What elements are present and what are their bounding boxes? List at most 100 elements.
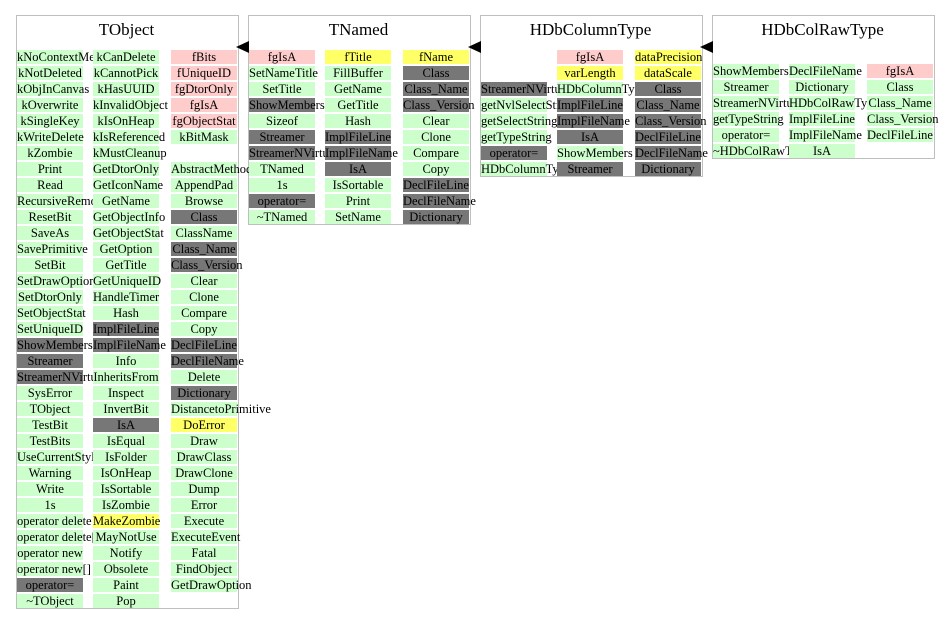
member-cell: IsSortable	[325, 178, 391, 192]
member-cell: Class	[403, 66, 469, 80]
member-cell: GetOption	[93, 242, 159, 256]
member-cell: fUniqueID	[171, 66, 237, 80]
member-cell: GetIconName	[93, 178, 164, 192]
member-cell: DeclFileName	[789, 64, 862, 78]
member-cell: Hash	[325, 114, 391, 128]
member-cell: DeclFileName	[171, 354, 244, 368]
member-cell: SetNameTitle	[249, 66, 318, 80]
member-cell: Dictionary	[635, 162, 701, 176]
member-cell: AppendPad	[171, 178, 237, 192]
member-cell: GetName	[93, 194, 159, 208]
member-cell: IsZombie	[93, 498, 159, 512]
member-cell: DeclFileLine	[403, 178, 469, 192]
member-cell: Compare	[171, 306, 237, 320]
member-cell: DeclFileLine	[867, 128, 933, 142]
member-cell: AbstractMethod	[171, 162, 253, 176]
member-cell: fBits	[171, 50, 237, 64]
inheritance-arrow-icon	[236, 41, 249, 53]
member-cell: operator new	[17, 546, 83, 560]
member-cell: Dictionary	[403, 210, 469, 224]
member-cell: getSelectString	[481, 114, 558, 128]
member-cell: SaveAs	[17, 226, 83, 240]
member-cell: Streamer	[557, 162, 623, 176]
member-cell: operator delete	[17, 514, 92, 528]
member-cell: ShowMembers	[17, 338, 93, 352]
member-cell: dataPrecision	[635, 50, 703, 64]
member-cell: Obsolete	[93, 562, 159, 576]
member-cell: operator=	[249, 194, 315, 208]
member-cell: Clear	[403, 114, 469, 128]
member-cell: StreamerNVirtual	[249, 146, 338, 160]
member-cell: kNoContextMenu	[17, 50, 108, 64]
member-cell: DeclFileName	[635, 146, 708, 160]
member-cell: kOverwrite	[17, 98, 83, 112]
member-cell: Copy	[403, 162, 469, 176]
member-cell: Class_Name	[635, 98, 701, 112]
member-cell: GetDrawOption	[171, 578, 252, 592]
member-cell: kIsReferenced	[93, 130, 166, 144]
member-cell: kIsOnHeap	[93, 114, 159, 128]
member-cell: operator=	[481, 146, 547, 160]
member-cell: SetDtorOnly	[17, 290, 83, 304]
member-cell: GetObjectInfo	[93, 210, 166, 224]
member-cell: InheritsFrom	[93, 370, 159, 384]
member-cell: UseCurrentStyle	[17, 450, 101, 464]
member-cell: ~TNamed	[249, 210, 315, 224]
member-cell: Pop	[93, 594, 159, 608]
member-cell: ResetBit	[17, 210, 83, 224]
member-cell: Streamer	[249, 130, 315, 144]
member-cell: operator=	[17, 578, 83, 592]
member-cell: Dictionary	[171, 386, 237, 400]
member-cell: SetBit	[17, 258, 83, 272]
member-cell: Browse	[171, 194, 237, 208]
member-cell: fgIsA	[171, 98, 237, 112]
member-cell: SetUniqueID	[17, 322, 83, 336]
member-cell: Class_Version	[403, 98, 475, 112]
member-cell: RecursiveRemove	[17, 194, 109, 208]
member-cell: TNamed	[249, 162, 315, 176]
member-cell: fTitle	[325, 50, 391, 64]
member-cell: SetName	[325, 210, 391, 224]
member-cell: SetObjectStat	[17, 306, 86, 320]
member-cell: varLength	[557, 66, 623, 80]
member-cell: TestBits	[17, 434, 83, 448]
member-cell: GetName	[325, 82, 391, 96]
member-cell: Print	[325, 194, 391, 208]
member-cell: HDbColRawType	[789, 96, 880, 110]
member-cell: FillBuffer	[325, 66, 391, 80]
member-cell: fName	[403, 50, 469, 64]
member-cell: MakeZombie	[93, 514, 161, 528]
member-cell: ImplFileName	[789, 128, 862, 142]
member-cell: Class_Name	[867, 96, 933, 110]
member-cell: kHasUUID	[93, 82, 159, 96]
member-cell: DoError	[171, 418, 237, 432]
member-cell: 1s	[249, 178, 315, 192]
member-cell: ImplFileLine	[325, 130, 391, 144]
member-cell: Read	[17, 178, 83, 192]
inheritance-arrow-icon	[468, 41, 481, 53]
member-cell: FindObject	[171, 562, 237, 576]
member-cell: Class_Name	[403, 82, 469, 96]
member-cell: Class_Version	[635, 114, 707, 128]
class-title-hdbcolrawtype: HDbColRawType	[761, 20, 884, 39]
member-cell: Delete	[171, 370, 237, 384]
member-cell: Clone	[171, 290, 237, 304]
member-cell: getNvlSelectString	[481, 98, 577, 112]
member-cell: IsA	[557, 130, 623, 144]
member-cell: getTypeString	[481, 130, 552, 144]
member-cell: SetDrawOption	[17, 274, 96, 288]
member-cell: kWriteDelete	[17, 130, 84, 144]
member-cell: Notify	[93, 546, 159, 560]
member-cell: ShowMembers	[557, 146, 633, 160]
member-cell: Compare	[403, 146, 469, 160]
member-cell: Draw	[171, 434, 237, 448]
member-cell: kObjInCanvas	[17, 82, 90, 96]
member-cell: ImplFileLine	[789, 112, 855, 126]
member-cell: DrawClone	[171, 466, 237, 480]
member-cell: GetTitle	[325, 98, 391, 112]
class-title-tnamed: TNamed	[328, 20, 389, 39]
member-cell: Sizeof	[249, 114, 315, 128]
member-cell: IsFolder	[93, 450, 159, 464]
member-cell: Clone	[403, 130, 469, 144]
member-cell: IsA	[325, 162, 391, 176]
